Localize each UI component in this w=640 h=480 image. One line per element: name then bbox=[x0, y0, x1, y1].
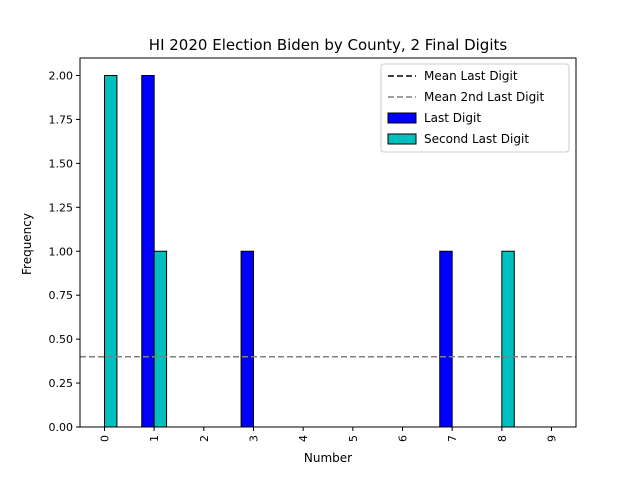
legend-label-last-digit: Last Digit bbox=[424, 111, 481, 125]
x-tick-label: 6 bbox=[397, 435, 410, 442]
x-tick-label: 1 bbox=[148, 435, 161, 442]
legend-label-mean-last-digit: Mean Last Digit bbox=[424, 69, 518, 83]
legend-label-mean-2nd-last-digit: Mean 2nd Last Digit bbox=[424, 90, 545, 104]
y-tick-label: 1.25 bbox=[49, 201, 74, 214]
x-tick-label: 5 bbox=[347, 435, 360, 442]
x-tick-label: 4 bbox=[297, 435, 310, 442]
bar-last-digit-7 bbox=[439, 250, 453, 428]
y-axis-label: Frequency bbox=[20, 213, 34, 275]
y-tick-label: 1.75 bbox=[49, 113, 74, 126]
y-tick-label: 1.50 bbox=[49, 157, 74, 170]
x-tick-label: 0 bbox=[99, 435, 112, 442]
bar-second-last-digit-0 bbox=[104, 75, 118, 428]
x-tick-label: 7 bbox=[446, 435, 459, 442]
y-tick-label: 0.00 bbox=[49, 421, 74, 434]
x-tick-label: 3 bbox=[248, 435, 261, 442]
legend-swatch-last-digit bbox=[387, 112, 417, 124]
x-tick-label: 8 bbox=[496, 435, 509, 442]
x-tick-label: 9 bbox=[546, 435, 559, 442]
bar-last-digit-3 bbox=[240, 250, 254, 428]
legend-swatch-second-last-digit bbox=[387, 133, 417, 145]
x-tick-label: 2 bbox=[198, 435, 211, 442]
legend-box bbox=[380, 63, 570, 153]
bar-last-digit-1 bbox=[141, 75, 155, 428]
legend-label-second-last-digit: Second Last Digit bbox=[424, 132, 529, 146]
chart-title: HI 2020 Election Biden by County, 2 Fina… bbox=[149, 36, 508, 54]
y-tick-label: 0.75 bbox=[49, 289, 74, 302]
legend: Mean Last Digit Mean 2nd Last Digit Last D… bbox=[380, 63, 570, 153]
y-tick-label: 0.25 bbox=[49, 377, 74, 390]
bar-second-last-digit-1 bbox=[153, 250, 168, 428]
y-tick-label: 2.00 bbox=[49, 70, 74, 83]
y-tick-label: 0.50 bbox=[49, 333, 74, 346]
axes-frame bbox=[79, 57, 577, 428]
plot-area: 0.00 0.25 0.50 0.75 1.00 1.25 1.50 1.75 2.00 0 1 2 3… bbox=[49, 57, 577, 442]
y-tick-label: 1.00 bbox=[49, 245, 74, 258]
x-axis-label: Number bbox=[304, 451, 352, 465]
bar-second-last-digit-8 bbox=[501, 250, 515, 428]
